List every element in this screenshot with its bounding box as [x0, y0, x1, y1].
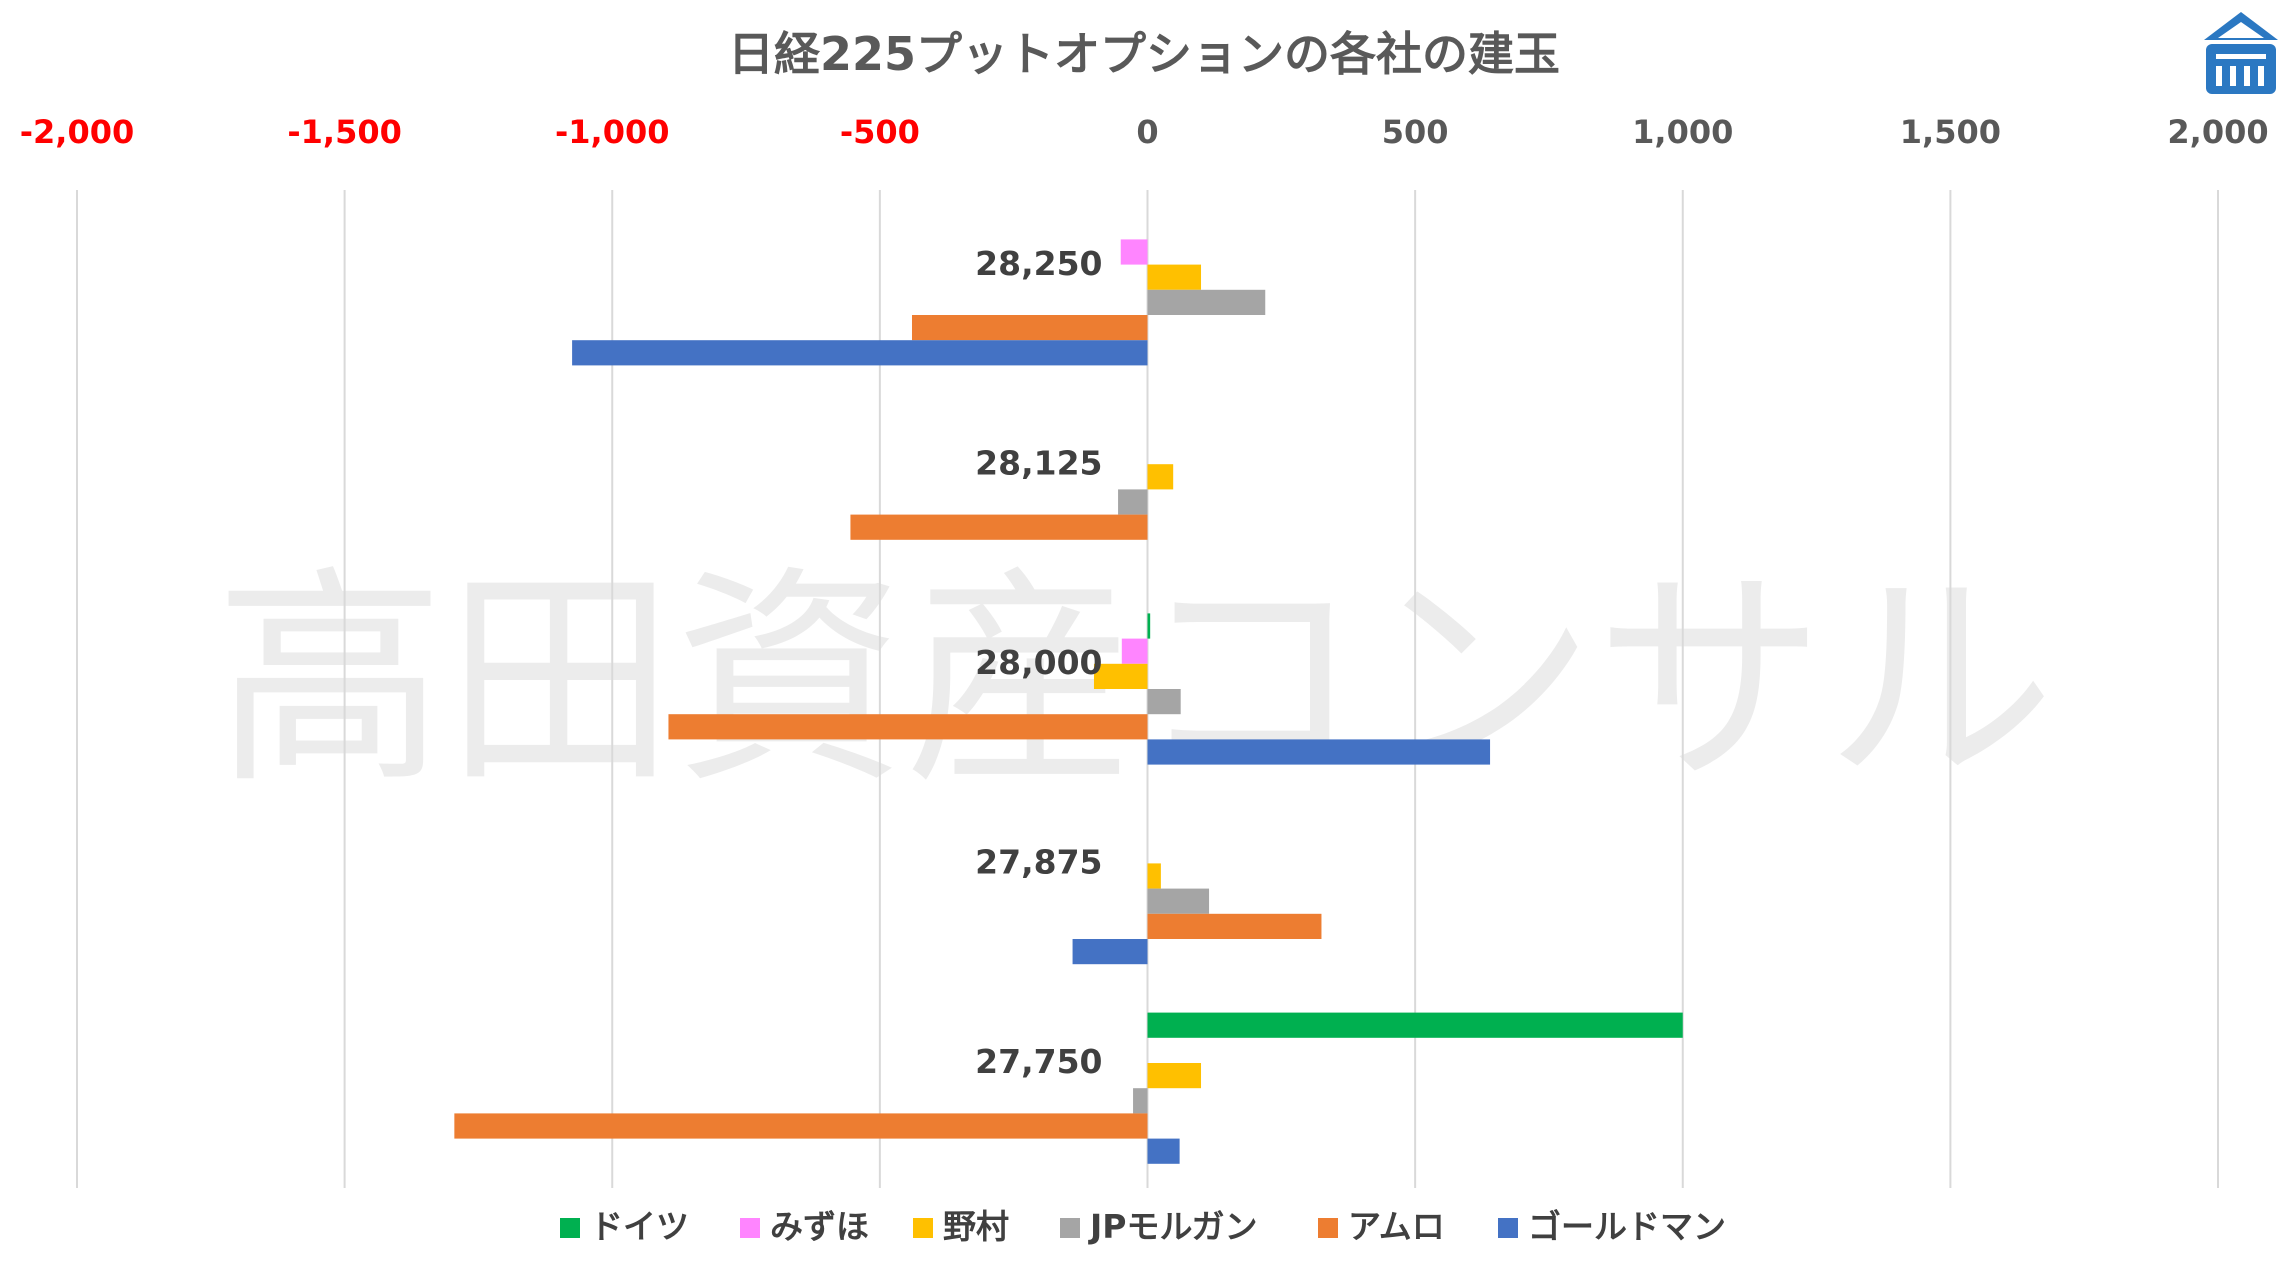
legend: ドイツ みずほ 野村 JPモルガン アムロ ゴールドマン [560, 1207, 1726, 1246]
bar [1147, 289, 1266, 315]
legend-swatch [1060, 1218, 1080, 1238]
bar [1147, 888, 1210, 914]
bar [572, 340, 1148, 366]
x-tick-label: -1,500 [287, 113, 402, 151]
legend-swatch [1318, 1218, 1338, 1238]
bar [850, 514, 1148, 540]
legend-label: JPモルガン [1088, 1207, 1257, 1246]
bar [454, 1113, 1148, 1139]
legend-swatch [560, 1218, 580, 1238]
bar [1147, 613, 1151, 639]
x-axis-ticks: -2,000 -1,500 -1,000 -500 0 500 1,000 1,500 2,00… [20, 113, 2269, 151]
x-tick-label: -1,000 [555, 113, 670, 151]
bar [1147, 739, 1491, 765]
legend-swatch [913, 1218, 933, 1238]
legend-label: ゴールドマン [1528, 1207, 1726, 1246]
bars [454, 239, 1683, 1164]
bar [1147, 1012, 1683, 1038]
chart-title: 日経225プットオプションの各社の建玉 [728, 27, 1560, 81]
x-tick-label: -500 [840, 113, 920, 151]
x-tick-label: 1,000 [1632, 113, 1733, 151]
bar [1147, 464, 1174, 490]
category-label: 28,250 [975, 244, 1102, 283]
legend-label: みずほ [770, 1207, 869, 1246]
bar [1147, 689, 1181, 715]
building-logo-icon [2204, 12, 2278, 94]
x-tick-label: 2,000 [2167, 113, 2268, 151]
category-label: 27,750 [975, 1042, 1102, 1081]
bar [1147, 1138, 1180, 1164]
bar [911, 315, 1148, 341]
bar [1147, 1063, 1202, 1089]
bar [1147, 264, 1202, 290]
category-labels: 28,250 28,125 28,000 27,875 27,750 [975, 244, 1102, 1081]
x-tick-label: 1,500 [1900, 113, 2001, 151]
x-tick-label: -2,000 [20, 113, 135, 151]
category-label: 28,000 [975, 643, 1102, 682]
legend-swatch [740, 1218, 760, 1238]
bar [1121, 638, 1148, 664]
bar [1120, 239, 1148, 265]
legend-label: アムロ [1348, 1207, 1445, 1246]
bar [1093, 663, 1148, 689]
legend-label: ドイツ [590, 1207, 689, 1246]
bar [1072, 939, 1148, 965]
legend-swatch [1498, 1218, 1518, 1238]
bar [1118, 489, 1148, 515]
x-tick-label: 500 [1382, 113, 1449, 151]
category-label: 28,125 [975, 443, 1102, 482]
bar [1147, 913, 1322, 939]
bar [668, 714, 1148, 740]
bar [1147, 863, 1161, 889]
category-label: 27,875 [975, 843, 1102, 882]
x-tick-label: 0 [1136, 113, 1158, 151]
bar [1133, 1088, 1148, 1114]
legend-label: 野村 [943, 1207, 1009, 1246]
